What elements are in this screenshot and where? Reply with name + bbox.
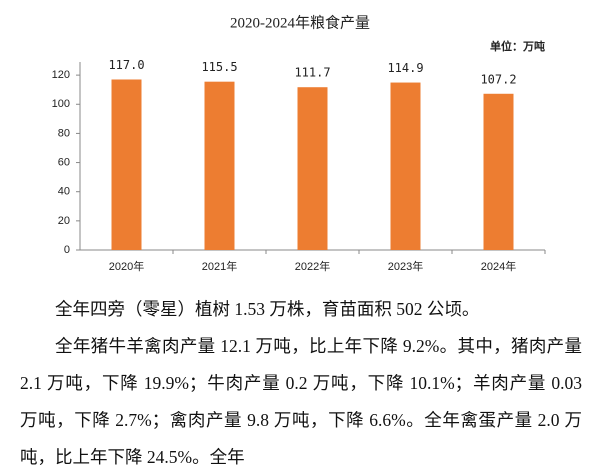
value-label: 107.2 xyxy=(480,72,516,86)
chart-title: 2020-2024年粮食产量 xyxy=(230,14,370,31)
value-label: 111.7 xyxy=(294,66,330,80)
y-tick-label: 100 xyxy=(52,98,70,110)
bar xyxy=(390,82,421,251)
y-tick-label: 20 xyxy=(58,215,70,227)
bar xyxy=(111,79,142,250)
paragraph: 全年猪牛羊禽肉产量 12.1 万吨，比上年下降 9.2%。其中，猪肉产量 2.1… xyxy=(20,336,582,467)
x-tick-label: 2022年 xyxy=(295,259,330,273)
y-tick-label: 0 xyxy=(64,244,70,256)
document-text: 全年四旁（零星）植树 1.53 万株，育苗面积 502 公顷。 全年猪牛羊禽肉产… xyxy=(20,291,582,476)
value-label: 115.5 xyxy=(201,60,237,74)
value-label: 114.9 xyxy=(387,61,423,75)
unit-label: 单位：万吨 xyxy=(490,39,545,53)
paragraph: 全年四旁（零星）植树 1.53 万株，育苗面积 502 公顷。 xyxy=(55,299,480,319)
x-tick-label: 2024年 xyxy=(481,259,516,273)
chart: 2020-2024年粮食产量 单位：万吨 0 20 40 60 80 100 120 2020… xyxy=(52,14,546,273)
y-tick-label: 60 xyxy=(58,156,70,168)
bar xyxy=(483,93,514,251)
y-tick-label: 40 xyxy=(58,186,70,198)
y-tick-label: 80 xyxy=(58,127,70,139)
value-label: 117.0 xyxy=(108,58,144,72)
x-tick-label: 2023年 xyxy=(388,259,423,273)
x-tick-label: 2020年 xyxy=(109,259,144,273)
y-tick-label: 120 xyxy=(52,69,70,81)
bar xyxy=(204,81,235,251)
bar xyxy=(297,87,328,250)
x-tick-label: 2021年 xyxy=(202,259,237,273)
